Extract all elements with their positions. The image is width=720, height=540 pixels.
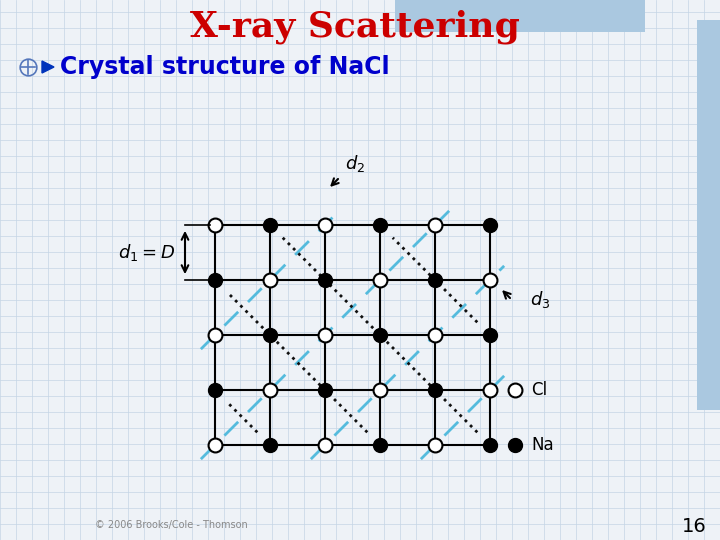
Text: Na: Na <box>531 436 554 454</box>
Bar <box>395 0 645 32</box>
Text: $d_2$: $d_2$ <box>345 153 365 174</box>
Bar <box>697 20 720 410</box>
Text: X-ray Scattering: X-ray Scattering <box>190 10 520 44</box>
Text: 16: 16 <box>682 516 707 536</box>
Text: Crystal structure of NaCl: Crystal structure of NaCl <box>60 55 390 79</box>
Text: $d_1 = D$: $d_1 = D$ <box>118 242 175 263</box>
Polygon shape <box>42 61 54 73</box>
Text: $d_3$: $d_3$ <box>530 289 550 310</box>
Text: © 2006 Brooks/Cole - Thomson: © 2006 Brooks/Cole - Thomson <box>95 520 248 530</box>
Text: Cl: Cl <box>531 381 547 399</box>
